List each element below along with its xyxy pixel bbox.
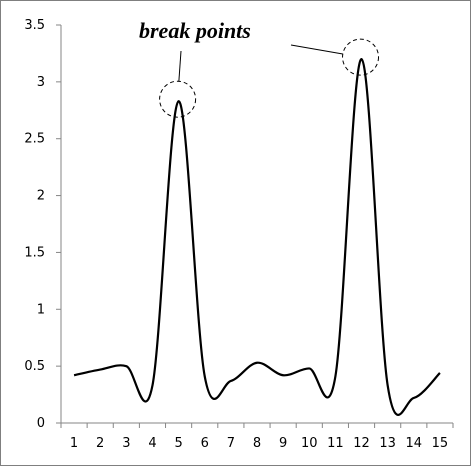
- leader-line: [291, 45, 343, 54]
- x-tick-label: 4: [148, 436, 156, 451]
- x-tick-label: 10: [301, 436, 318, 451]
- x-tick-label: 8: [253, 436, 261, 451]
- y-tick-label: 1: [37, 302, 45, 317]
- x-tick-label: 15: [432, 436, 449, 451]
- y-tick-label: 2.5: [24, 132, 45, 147]
- x-tick-label: 14: [406, 436, 423, 451]
- y-tick-label: 0: [37, 416, 45, 431]
- y-tick-label: 2: [37, 189, 45, 204]
- y-tick-label: 1.5: [24, 245, 45, 260]
- break-point-circle: [343, 39, 379, 75]
- x-tick-label: 2: [96, 436, 104, 451]
- x-tick-label: 9: [279, 436, 287, 451]
- series-line: [74, 59, 440, 415]
- x-tick-label: 6: [201, 436, 209, 451]
- y-axis-ticks: 0 0.5 1 1.5 2 2.5 3 3.5: [24, 18, 61, 431]
- x-tick-label: 13: [379, 436, 396, 451]
- y-tick-label: 3.5: [24, 18, 45, 33]
- x-tick-label: 1: [70, 436, 78, 451]
- annotation-layer: break points: [139, 18, 379, 117]
- series-layer: [74, 59, 440, 415]
- leader-line: [179, 51, 181, 81]
- x-tick-label: 11: [327, 436, 344, 451]
- break-points-label: break points: [139, 18, 251, 43]
- x-tick-label: 12: [353, 436, 370, 451]
- y-tick-label: 3: [37, 75, 45, 90]
- x-tick-label: 3: [122, 436, 130, 451]
- x-tick-label: 5: [174, 436, 182, 451]
- x-tick-label: 7: [227, 436, 235, 451]
- y-tick-label: 0.5: [24, 359, 45, 374]
- break-point-circle: [160, 81, 196, 117]
